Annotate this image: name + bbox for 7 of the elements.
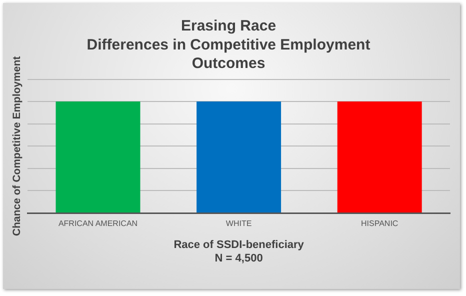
x-axis-title: Race of SSDI-beneficiary: [174, 239, 305, 252]
x-tick-label: AFRICAN AMERICAN: [58, 219, 138, 228]
chart-title: Erasing Race Differences in Competitive Employment Outcomes: [86, 18, 370, 72]
text: N = 4,500: [214, 252, 263, 264]
x-tick-label: WHITE: [226, 219, 252, 228]
y-axis-title: Chance of Competitive Employment: [11, 56, 24, 236]
x-tick-label: HISPANIC: [361, 219, 398, 228]
